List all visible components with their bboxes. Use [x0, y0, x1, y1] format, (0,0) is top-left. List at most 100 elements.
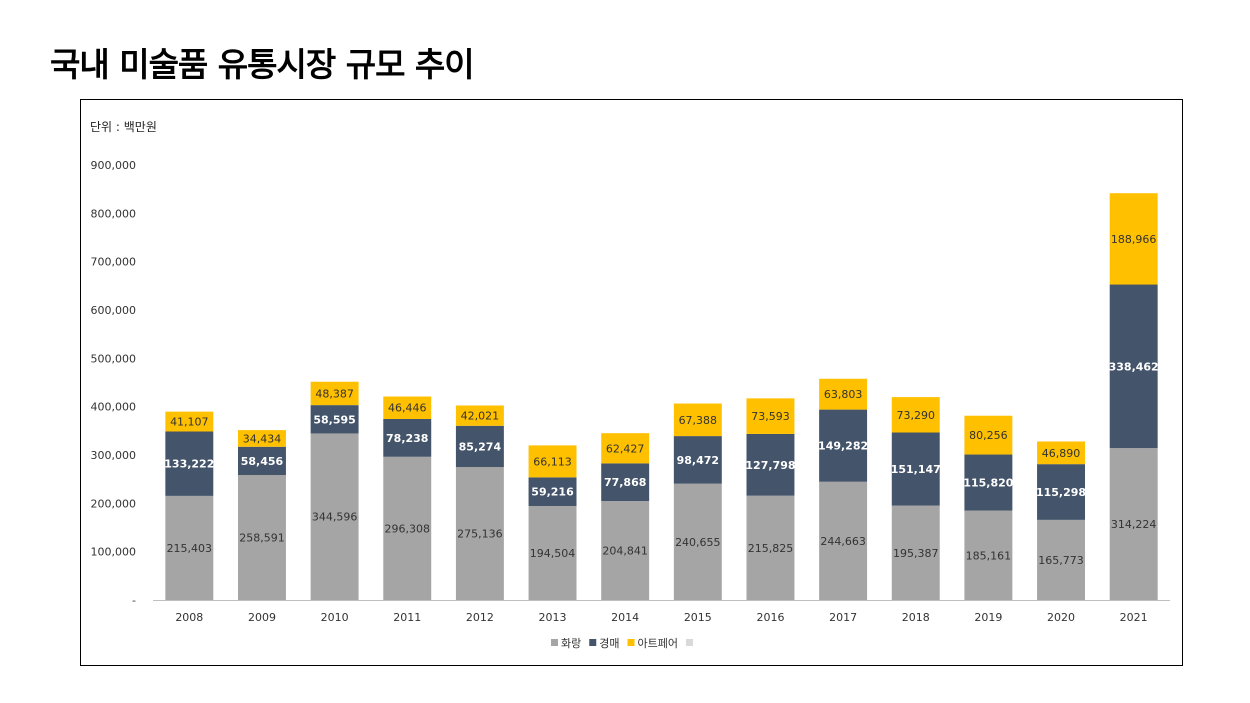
bar-segment [746, 398, 795, 434]
data-label: 42,021 [461, 410, 500, 423]
bar-segment [310, 381, 359, 406]
legend-swatch [589, 639, 597, 646]
x-tick-label: 2008 [175, 611, 203, 624]
x-tick-label: 2019 [974, 611, 1002, 624]
bar-segment [673, 483, 722, 600]
bar-segment [383, 396, 432, 419]
data-label: 194,504 [530, 547, 576, 560]
data-label: 195,387 [893, 547, 939, 560]
data-label: 34,434 [243, 432, 282, 445]
bar-segment [746, 433, 795, 496]
data-label: 46,446 [388, 402, 427, 415]
bar-segment [964, 454, 1013, 511]
bar-segment [528, 477, 577, 506]
page-title: 국내 미술품 유통시장 규모 추이 [50, 45, 475, 84]
bar-segment [746, 495, 795, 600]
unit-label: 단위 : 백만원 [90, 120, 157, 134]
data-label: 66,113 [533, 455, 572, 468]
bar-segment [165, 495, 214, 600]
legend-label: 아트페어 [638, 637, 678, 650]
data-label: 240,655 [675, 536, 721, 549]
data-label: 48,387 [315, 387, 354, 400]
bar-segment [237, 446, 286, 476]
data-label: 133,222 [164, 458, 214, 471]
y-tick-label: 800,000 [91, 207, 137, 220]
bar-segment [455, 425, 504, 468]
bar-segment [165, 411, 214, 432]
bar-segment [455, 467, 504, 600]
x-tick-label: 2015 [684, 611, 712, 624]
x-tick-label: 2009 [248, 611, 276, 624]
x-tick-label: 2011 [393, 611, 421, 624]
legend-label: 경매 [599, 637, 619, 650]
data-label: 63,803 [824, 388, 863, 401]
data-label: 244,663 [820, 535, 866, 548]
bar-segment [964, 415, 1013, 455]
data-label: 258,591 [239, 532, 285, 545]
bar-segment [455, 405, 504, 426]
data-label: 46,890 [1042, 447, 1081, 460]
bar-segment [601, 500, 650, 600]
bar-segment [237, 475, 286, 600]
y-tick-label: 300,000 [91, 449, 137, 462]
bar-segment [1037, 519, 1086, 600]
bar-segment [383, 456, 432, 600]
data-label: 204,841 [602, 544, 648, 557]
legend-label: 화랑 [561, 637, 581, 650]
bar-segment [601, 463, 650, 501]
data-label: 185,161 [966, 549, 1012, 562]
bar-segment [891, 505, 940, 600]
legend-swatch [627, 639, 635, 646]
bar-segment [1109, 193, 1158, 285]
data-label: 275,136 [457, 528, 503, 541]
bar-segment [964, 510, 1013, 600]
data-label: 215,403 [167, 542, 213, 555]
bar-segment [383, 418, 432, 457]
data-label: 62,427 [606, 442, 645, 455]
data-label: 149,282 [818, 440, 868, 453]
data-label: 165,773 [1038, 554, 1084, 567]
data-label: 314,224 [1111, 518, 1157, 531]
bar-segment [1037, 464, 1086, 520]
bar-segment [165, 431, 214, 496]
bar-segment [819, 378, 868, 410]
y-tick-label: 400,000 [91, 401, 137, 414]
data-label: 58,595 [313, 413, 355, 426]
x-tick-label: 2021 [1120, 611, 1148, 624]
bar-segment [1109, 284, 1158, 449]
x-tick-label: 2016 [756, 611, 784, 624]
data-label: 77,868 [604, 476, 646, 489]
x-tick-label: 2017 [829, 611, 857, 624]
data-label: 85,274 [459, 440, 502, 453]
y-tick-label: - [132, 594, 136, 607]
legend-swatch [551, 639, 558, 646]
y-tick-label: 700,000 [91, 256, 137, 269]
bar-segment [310, 433, 359, 600]
bar-segment [673, 403, 722, 437]
data-label: 58,456 [241, 455, 284, 468]
data-label: 127,798 [745, 459, 795, 472]
data-label: 59,216 [531, 486, 574, 499]
y-tick-label: 100,000 [91, 546, 137, 559]
data-label: 80,256 [969, 429, 1008, 442]
y-tick-label: 200,000 [91, 497, 137, 510]
data-label: 73,593 [751, 410, 790, 423]
bar-segment [310, 405, 359, 434]
bar-segment [819, 481, 868, 600]
x-tick-label: 2010 [321, 611, 349, 624]
data-label: 67,388 [679, 414, 718, 427]
x-tick-label: 2020 [1047, 611, 1075, 624]
data-label: 73,290 [897, 409, 936, 422]
data-label: 296,308 [385, 522, 431, 535]
y-tick-label: 900,000 [91, 159, 137, 172]
bar-segment [891, 397, 940, 433]
data-label: 338,462 [1109, 360, 1159, 373]
bar-segment [237, 430, 286, 447]
data-label: 115,820 [963, 477, 1013, 490]
bar-segment [528, 505, 577, 600]
data-label: 78,238 [386, 432, 428, 445]
data-label: 188,966 [1111, 233, 1157, 246]
bar-segment [891, 432, 940, 506]
data-label: 344,596 [312, 511, 358, 524]
